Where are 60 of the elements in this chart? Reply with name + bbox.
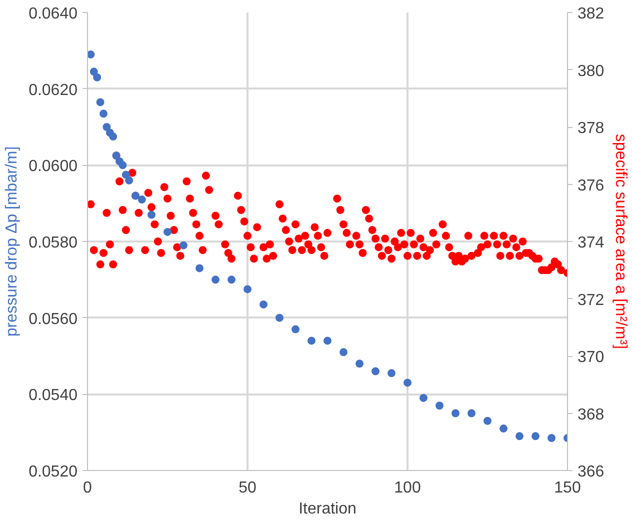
y2-tick-label: 378 (578, 120, 604, 137)
point (276, 314, 284, 322)
y2-tick-label: 376 (578, 177, 604, 194)
x-tick-label: 50 (238, 480, 256, 496)
point (436, 402, 444, 410)
x-tick-label: 0 (83, 480, 92, 496)
point (244, 285, 252, 294)
y-tick-label: 0.0600 (28, 158, 78, 176)
point (452, 409, 460, 418)
y-tick-label: 0.0580 (28, 234, 78, 252)
point (500, 424, 508, 433)
point (212, 276, 220, 284)
point (109, 132, 118, 141)
x-axis-title: Iteration (298, 500, 356, 518)
y-tick-label: 0.0520 (28, 464, 78, 480)
y-tick-label: 0.0640 (28, 6, 78, 22)
y2-tick-label: 370 (578, 349, 604, 366)
point (148, 210, 156, 219)
point (516, 432, 524, 440)
x-tick-label: 100 (394, 480, 421, 496)
point (118, 161, 127, 170)
y2-tick-label: 372 (578, 292, 604, 309)
point (122, 170, 130, 179)
y-tick-label: 0.0560 (28, 310, 78, 328)
y2-tick-label: 368 (578, 406, 604, 424)
point (324, 336, 332, 345)
y2-tick-label: 374 (578, 234, 604, 252)
point (93, 73, 102, 82)
point (420, 394, 428, 402)
point (180, 241, 188, 250)
point (96, 98, 104, 106)
y-axis-title: pressure drop Δp [mbar/m] (4, 146, 21, 337)
point (356, 360, 364, 368)
y2-axis-title: specific surface area a [m²/m³] (612, 134, 630, 350)
point (125, 176, 134, 184)
point (468, 409, 476, 418)
point (388, 369, 396, 378)
point (88, 50, 95, 58)
point (532, 432, 540, 440)
point (90, 68, 98, 76)
point (548, 434, 556, 442)
point (138, 196, 146, 204)
point (404, 378, 412, 387)
y-tick-label: 0.0620 (28, 82, 78, 99)
point (484, 416, 492, 425)
point (164, 228, 172, 236)
point (228, 276, 236, 284)
point (292, 325, 300, 334)
y-tick-label: 0.0540 (28, 387, 78, 404)
point (308, 336, 316, 345)
point (196, 264, 204, 272)
point (100, 110, 108, 118)
point (372, 367, 380, 376)
y2-tick-label: 366 (578, 464, 604, 480)
point (260, 300, 268, 308)
y2-tick-label: 382 (578, 6, 604, 22)
x-tick-label: 150 (554, 480, 581, 496)
point (340, 348, 348, 356)
point (102, 123, 111, 131)
y2-tick-label: 380 (578, 62, 604, 80)
